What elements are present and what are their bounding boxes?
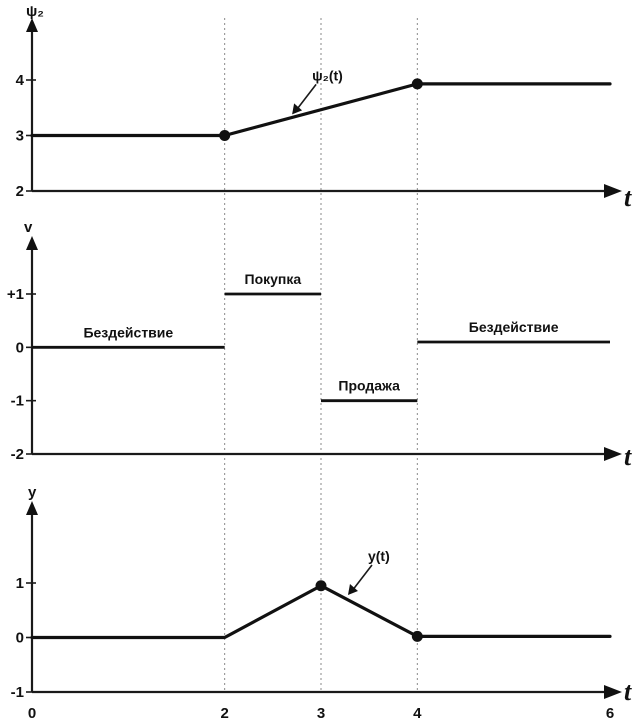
panel-psi-x-arrow: [604, 184, 622, 198]
panel-psi-y-arrow: [26, 18, 38, 32]
panel-y-marker: [315, 580, 327, 592]
panel-psi-annotation-pointer: [295, 83, 317, 111]
panel-v-segment-label: Покупка: [245, 271, 302, 287]
panel-v-xlabel: t: [624, 442, 632, 471]
panel-y-ytick-label: 1: [16, 575, 24, 592]
panel-y-xlabel: t: [624, 677, 632, 706]
panel-psi-ytick-label: 4: [16, 72, 25, 89]
panel-y-xtick-label: 3: [317, 705, 325, 722]
panel-v-segment-label: Бездействие: [469, 319, 559, 335]
panel-y-marker: [411, 630, 423, 642]
panel-v-ytick-label: 0: [16, 339, 24, 356]
panel-psi-annotation-label: ψ₂(t): [312, 67, 343, 83]
panel-y-xtick-label: 6: [606, 705, 614, 722]
panel-v-ytick-label: +1: [7, 286, 24, 303]
panel-y-annotation-pointer: [351, 564, 373, 592]
panel-psi: ψ₂ t 2 3 4 ψ₂(t): [16, 3, 632, 212]
panel-y-ytick-label: -1: [11, 684, 24, 701]
panel-y-y-arrow: [26, 501, 38, 515]
vertical-guides: [224, 18, 418, 692]
panel-y-xtick-label: 2: [220, 705, 228, 722]
panel-v-ylabel: v: [24, 219, 33, 236]
panel-psi-ytick-label: 2: [16, 183, 24, 200]
panel-v-segment-label: Продажа: [338, 378, 400, 394]
panel-v-ytick-label: -2: [11, 446, 24, 463]
panel-y-xtick-label: 4: [413, 705, 422, 722]
panel-psi-marker: [411, 78, 423, 90]
panel-y-xtick-label: 0: [28, 705, 36, 722]
panel-v-y-arrow: [26, 236, 38, 250]
panel-psi-xlabel: t: [624, 183, 632, 212]
panel-y-ytick-label: 0: [16, 630, 24, 647]
panel-y-annotation-label: y(t): [368, 548, 390, 564]
panel-v: v t -2 -1 0 +1 Бездействие Покупка Продажа Безд…: [7, 219, 632, 471]
panel-psi-annotation-arrowhead: [292, 103, 303, 115]
panel-psi-marker: [219, 130, 231, 141]
panel-y-ylabel: y: [28, 484, 37, 501]
panel-y-x-arrow: [604, 685, 622, 699]
panel-v-segment-label: Бездействие: [83, 324, 173, 340]
panel-y-annotation-arrowhead: [347, 583, 358, 595]
panel-psi-series-line: [30, 82, 612, 138]
panel-psi-ytick-label: 3: [16, 128, 24, 145]
panel-v-x-arrow: [604, 447, 622, 461]
panel-psi-ylabel: ψ₂: [26, 3, 44, 20]
panel-v-ytick-label: -1: [11, 393, 24, 410]
